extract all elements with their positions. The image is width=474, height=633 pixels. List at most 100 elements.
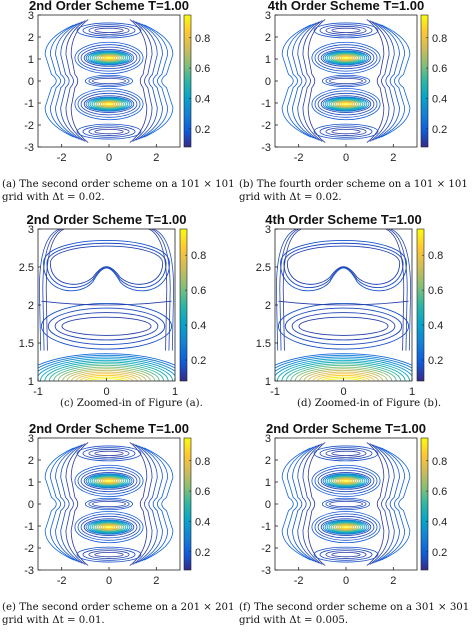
caption-line: (c) Zoomed-in of Figure (a).	[60, 398, 203, 409]
figure-caption: (f) The second order scheme on a 301 × 3…	[239, 601, 469, 627]
colorbar-tick-label: 0.4	[195, 516, 210, 528]
contour-plot: 32.521.51-1 0 10.80.60.40.2	[256, 224, 444, 398]
y-tick-label: 2.5	[256, 262, 271, 274]
contour-plot: 3 2 1 0 -1 -2 -3 -2 0 2 0.8 0.6 0.4 0.2	[261, 433, 447, 587]
y-tick-label: 0	[28, 499, 34, 511]
y-tick-label: -2	[24, 120, 34, 132]
figure-panel-b: 4th Order Scheme T=1.00 3 2 1 0 -1 -2 -3 -2 0 2 0.8…	[237, 0, 474, 211]
y-tick-label: -3	[261, 565, 271, 577]
y-tick-label: -1	[24, 98, 34, 110]
contour-lines	[44, 19, 174, 143]
panel-title: 4th Order Scheme T=1.00	[265, 212, 422, 227]
contour-lines	[44, 442, 174, 566]
colorbar: 0.8 0.6 0.4 0.2	[183, 437, 210, 571]
colorbar-tick-label: 0.2	[195, 547, 210, 559]
figure-caption: (e) The second order scheme on a 201 × 2…	[2, 601, 235, 627]
y-tick-label: 2.5	[19, 262, 34, 274]
y-tick-label: -3	[24, 565, 34, 577]
contour-plot: 3 2 1 0 -1 -2 -3 -2 0 2 0.8 0.6 0.4 0.2	[24, 10, 210, 164]
x-tick-label: -1	[270, 386, 280, 398]
caption-line: (e) The second order scheme on a 201 × 2…	[2, 602, 235, 613]
y-tick-label: 3	[265, 224, 271, 236]
x-tick-label: 2	[153, 152, 159, 164]
panel-title: 2nd Order Scheme T=1.00	[28, 0, 190, 13]
x-tick-label: 1	[409, 386, 415, 398]
x-tick-label: 0	[103, 386, 109, 398]
caption-line: grid with Δt = 0.01.	[2, 615, 105, 626]
x-tick-label: 0	[106, 152, 112, 164]
panel-title: 4th Order Scheme T=1.00	[267, 0, 425, 13]
y-tick-label: 1	[28, 477, 34, 489]
figure-panel-d: 4th Order Scheme T=1.00 3 2.5 2 1.5 1 -1 0 1 0.8 0…	[237, 211, 474, 411]
x-tick-label: 0	[343, 575, 349, 587]
panel-title: 2nd Order Scheme T=1.00	[28, 421, 190, 436]
colorbar-tick-label: 0.8	[191, 250, 206, 262]
y-tick-label: -1	[24, 521, 34, 533]
y-tick-label: 3	[28, 224, 34, 236]
y-tick-label: -2	[261, 120, 271, 132]
colorbar-tick-label: 0.2	[432, 124, 447, 136]
y-tick-label: 1	[28, 376, 34, 388]
y-tick-label: 2	[265, 455, 271, 467]
plot-frame	[274, 14, 418, 148]
panel-title: 2nd Order Scheme T=1.00	[26, 212, 187, 227]
colorbar-tick-label: 0.8	[432, 456, 447, 468]
caption-line: (b) The fourth order scheme on a 101 × 1…	[239, 179, 468, 190]
contour-lines	[38, 229, 175, 381]
figure-caption: (c) Zoomed-in of Figure (a).	[60, 397, 203, 410]
y-tick-label: 1	[265, 54, 271, 66]
colorbar-tick-label: 0.2	[428, 355, 443, 367]
y-tick-label: 0	[265, 76, 271, 88]
colorbar-tick-label: 0.4	[195, 93, 210, 105]
colorbar-tick-label: 0.4	[432, 93, 447, 105]
caption-line: grid with Δt = 0.005.	[239, 615, 349, 626]
caption-line: (f) The second order scheme on a 301 × 3…	[239, 602, 470, 613]
colorbar-tick-label: 0.6	[195, 63, 210, 75]
caption-line: (d) Zoomed-in of Figure (b).	[297, 398, 442, 409]
y-tick-label: 1	[265, 376, 271, 388]
y-tick-label: 1	[265, 477, 271, 489]
x-tick-label: 1	[172, 386, 178, 398]
y-tick-label: 1	[28, 54, 34, 66]
colorbar-tick-label: 0.2	[195, 124, 210, 136]
contour-lines	[281, 442, 411, 566]
y-tick-label: 2	[28, 455, 34, 467]
colorbar-tick-label: 0.6	[432, 63, 447, 75]
x-tick-label: 0	[343, 152, 349, 164]
y-tick-label: -2	[261, 543, 271, 555]
figure-panel-c: 2nd Order Scheme T=1.00 3 2.5 2 1.5 1 -1 0 1 0.8 0…	[0, 211, 237, 411]
figure-panel-e: 2nd Order Scheme T=1.00 3 2 1 0 -1 -2 -3 -2 0 2 0.8…	[0, 411, 237, 633]
y-tick-label: 2	[28, 32, 34, 44]
colorbar-tick-label: 0.8	[195, 456, 210, 468]
contour-plot: 3 2 1 0 -1 -2 -3 -2 0 2 0.8 0.6 0.4 0.2	[24, 433, 210, 587]
colorbar-tick-label: 0.4	[428, 320, 443, 332]
caption-line: grid with Δt = 0.02.	[2, 192, 105, 203]
colorbar-tick-label: 0.6	[195, 486, 210, 498]
colorbar-tick-label: 0.6	[428, 285, 443, 297]
colorbar: 0.8 0.6 0.4 0.2	[420, 14, 447, 148]
colorbar-tick-label: 0.4	[432, 516, 447, 528]
contour-plot: 32.521.51-1 0 10.80.60.40.2	[19, 224, 207, 398]
y-tick-label: -2	[24, 543, 34, 555]
contour-plot: 3 2 1 0 -1 -2 -3 -2 0 2 0.8 0.6 0.4 0.2	[261, 10, 447, 164]
y-tick-label: -3	[261, 142, 271, 154]
y-tick-label: -1	[261, 98, 271, 110]
y-tick-label: 2	[265, 32, 271, 44]
colorbar: 0.8 0.6 0.4 0.2	[179, 228, 206, 382]
figure-panel-f: 2nd Order Scheme T=1.00 3 2 1 0 -1 -2 -3 -2 0 2 0.8…	[237, 411, 474, 633]
colorbar-tick-label: 0.6	[432, 486, 447, 498]
panel-title: 2nd Order Scheme T=1.00	[265, 421, 427, 436]
x-tick-label: -2	[57, 575, 67, 587]
colorbar-tick-label: 0.8	[428, 250, 443, 262]
caption-line: (a) The second order scheme on a 101 × 1…	[2, 179, 235, 190]
y-tick-label: 1.5	[19, 338, 34, 350]
y-tick-label: 2	[28, 300, 34, 312]
y-tick-label: 3	[265, 10, 271, 22]
y-tick-label: 3	[28, 433, 34, 445]
x-tick-label: -2	[57, 152, 67, 164]
x-tick-label: 0	[340, 386, 346, 398]
x-tick-label: 0	[106, 575, 112, 587]
contour-lines	[281, 19, 411, 143]
y-tick-label: -1	[261, 521, 271, 533]
plot-frame	[274, 437, 418, 571]
